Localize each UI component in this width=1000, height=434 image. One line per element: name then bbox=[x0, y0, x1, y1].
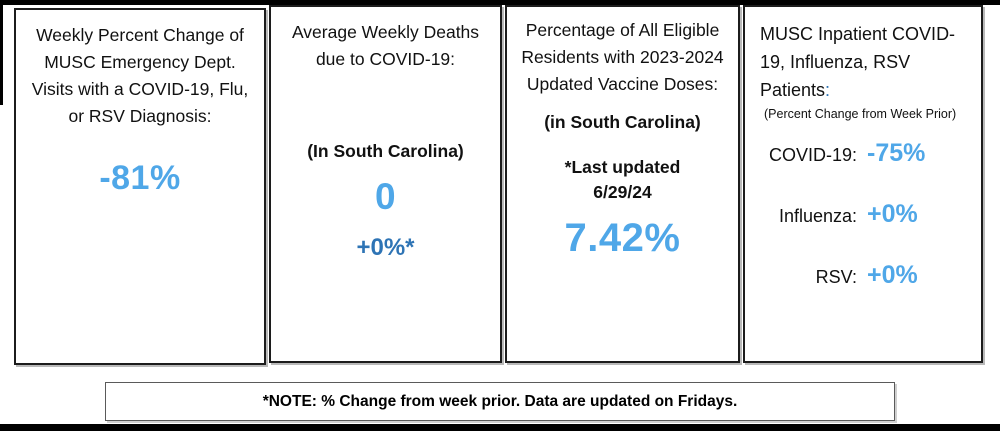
vaccine-rate-title: Percentage of All Eligible Residents wit… bbox=[521, 20, 724, 95]
inpatient-influenza-value: +0% bbox=[867, 199, 918, 228]
panel-weekly-deaths: Average Weekly Deaths due to COVID-19: (… bbox=[269, 5, 502, 363]
inpatient-row-influenza: Influenza: +0% bbox=[745, 200, 981, 229]
inpatient-title-colon: : bbox=[825, 79, 831, 100]
inpatient-covid-label: COVID-19: bbox=[768, 144, 857, 165]
footnote-text: *NOTE: % Change from week prior. Data ar… bbox=[262, 392, 738, 410]
inpatient-title: MUSC Inpatient COVID-19, Influenza, RSV … bbox=[745, 7, 981, 105]
weekly-deaths-change: +0%* bbox=[356, 234, 415, 262]
vaccine-rate-region-label: (in South Carolina) bbox=[544, 112, 701, 133]
inpatient-rsv-label: RSV: bbox=[815, 266, 857, 287]
weekly-deaths-region-label: (In South Carolina) bbox=[307, 141, 464, 162]
inpatient-row-covid: COVID-19: -75% bbox=[745, 139, 981, 168]
panel-ed-visits: Weekly Percent Change of MUSC Emergency … bbox=[14, 8, 266, 365]
vaccine-last-updated: *Last updated 6/29/24 bbox=[507, 155, 738, 204]
top-border-bar bbox=[0, 0, 1000, 5]
inpatient-covid-value: -75% bbox=[867, 138, 926, 167]
inpatient-rows: COVID-19: -75% Influenza: +0% RSV: +0% bbox=[745, 139, 981, 290]
bottom-border-bar bbox=[0, 424, 1000, 431]
inpatient-row-rsv: RSV: +0% bbox=[745, 261, 981, 290]
panel-inpatient: MUSC Inpatient COVID-19, Influenza, RSV … bbox=[743, 5, 983, 363]
weekly-deaths-title: Average Weekly Deaths due to COVID-19: bbox=[291, 22, 480, 70]
inpatient-title-text: MUSC Inpatient COVID-19, Influenza, RSV … bbox=[760, 24, 956, 100]
ed-visits-title: Weekly Percent Change of MUSC Emergency … bbox=[31, 25, 249, 127]
weekly-deaths-value: 0 bbox=[374, 176, 397, 218]
vaccine-last-updated-date: 6/29/24 bbox=[593, 181, 652, 202]
left-border-bar bbox=[0, 0, 3, 105]
ed-visits-value: -81% bbox=[99, 158, 181, 197]
inpatient-rsv-value: +0% bbox=[867, 260, 918, 289]
panel-vaccine-rate: Percentage of All Eligible Residents wit… bbox=[505, 5, 740, 363]
vaccine-last-updated-label: *Last updated bbox=[564, 157, 681, 178]
inpatient-influenza-label: Influenza: bbox=[778, 205, 857, 226]
vaccine-rate-value: 7.42% bbox=[564, 216, 681, 261]
inpatient-subtitle: (Percent Change from Week Prior) bbox=[764, 106, 957, 121]
footnote-box: *NOTE: % Change from week prior. Data ar… bbox=[105, 382, 895, 421]
